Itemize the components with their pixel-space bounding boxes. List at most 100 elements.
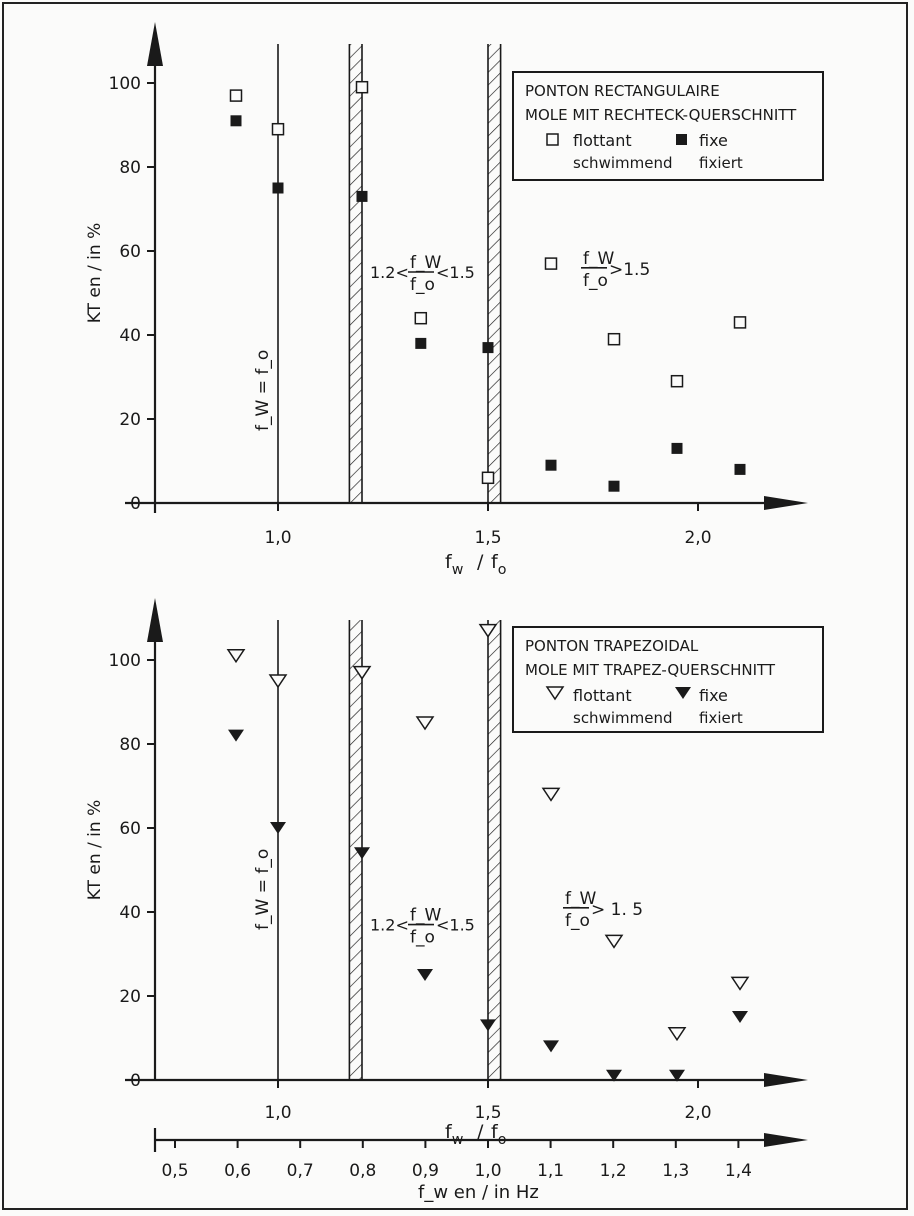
legend-open-label-2: schwimmend — [573, 709, 673, 727]
chart-panel-2: 0 20 40 60 80 100 1,0 1,5 2,0 KT en / in % / f_W = … — [85, 598, 824, 1143]
data-point-filled — [480, 1019, 496, 1032]
band-hatch-left — [349, 620, 362, 1080]
legend-filled-label-1: fixe — [699, 131, 728, 150]
legend-title-1: PONTON TRAPEZOIDAL — [525, 637, 699, 655]
data-point-filled — [606, 1069, 622, 1082]
x-tick-label: 2,0 — [684, 1103, 711, 1123]
legend-filled-label-2: fixiert — [699, 709, 743, 727]
data-point-filled — [608, 480, 620, 492]
data-point-open — [730, 976, 750, 991]
data-point-filled — [354, 847, 370, 860]
legend-filled-label-1: fixe — [699, 686, 728, 705]
high-label-right: > 1. 5 — [591, 900, 643, 920]
data-point-open — [541, 787, 561, 802]
high-label-num: f_W — [565, 889, 596, 909]
band-label-den: f_o — [410, 275, 435, 295]
data-point-open — [478, 623, 498, 638]
band-label-num: f_W — [410, 906, 441, 926]
high-label-den: f_o — [583, 271, 608, 291]
data-point-filled — [543, 1040, 559, 1053]
data-point-filled — [482, 342, 494, 354]
resonance-label: f_W = f_o — [253, 350, 273, 431]
x-axis-label-num: fw — [445, 1121, 464, 1148]
data-point-open — [352, 665, 372, 680]
data-point-open — [355, 80, 369, 94]
data-point-open — [667, 1027, 687, 1042]
data-point-filled — [417, 969, 433, 981]
hz-tick-label: 0,7 — [287, 1161, 314, 1181]
hz-axis-label: f_w en / in Hz — [418, 1182, 539, 1203]
high-label-right: >1.5 — [609, 260, 650, 280]
legend-title-1: PONTON RECTANGULAIRE — [525, 82, 720, 100]
data-point-filled — [669, 1069, 685, 1082]
x-tick-label: 1,5 — [474, 528, 501, 548]
y-tick-label: 80 — [119, 735, 141, 755]
y-tick-label: 20 — [119, 410, 141, 430]
hz-tick-label: 1,2 — [600, 1161, 627, 1181]
data-point-filled — [415, 337, 427, 349]
hz-tick-label: 1,4 — [725, 1161, 752, 1181]
y-tick-label: 60 — [119, 242, 141, 262]
legend-box — [512, 71, 824, 181]
x-tick-label: 1,5 — [474, 1103, 501, 1123]
legend-filled-marker — [676, 134, 687, 145]
data-point-filled — [228, 729, 244, 742]
x-axis-label-slash: / — [477, 1121, 484, 1143]
data-point-open — [544, 257, 558, 270]
data-point-open — [670, 374, 684, 388]
data-point-open — [414, 311, 428, 325]
data-point-filled — [671, 442, 683, 454]
legend-open-label-2: schwimmend — [573, 154, 673, 172]
y-tick-label: 80 — [119, 158, 141, 178]
band-label-left: 1.2< — [370, 916, 409, 935]
x-axis-arrow — [764, 496, 808, 510]
data-point-open — [481, 471, 495, 485]
hz-tick-label: 1,0 — [474, 1161, 501, 1181]
data-point-open — [226, 649, 246, 664]
legend-open-marker — [545, 686, 565, 701]
data-point-filled — [270, 822, 286, 834]
chart-panel-1: 0 20 40 60 80 100 1,0 1,5 2,0 KT en / in % / f_W = … — [85, 22, 824, 573]
band-label-num: f_W — [410, 253, 441, 273]
x-axis-label-den: fo — [491, 1121, 506, 1148]
band-hatch-right — [488, 44, 501, 503]
hz-tick-label: 0,8 — [349, 1161, 376, 1181]
hz-tick-label: 1,3 — [662, 1161, 689, 1181]
hz-axis-arrow — [764, 1133, 808, 1147]
data-point-open — [271, 122, 285, 136]
legend-open-label-1: flottant — [573, 131, 632, 150]
high-label-num: f_W — [583, 249, 614, 269]
y-axis-arrow — [147, 598, 163, 642]
y-axis-label: KT en / in % — [85, 800, 105, 900]
data-point-open — [268, 674, 288, 689]
x-tick-label: 1,0 — [264, 1103, 291, 1123]
x-tick-label: 2,0 — [684, 528, 711, 548]
data-point-open — [604, 934, 624, 949]
legend-title-2: MOLE MIT TRAPEZ-QUERSCHNITT — [525, 661, 776, 679]
legend-filled-label-2: fixiert — [699, 154, 743, 172]
data-point-filled — [230, 115, 242, 127]
y-tick-label: 20 — [119, 987, 141, 1007]
y-tick-label: 100 — [109, 651, 141, 671]
y-tick-label: 0 — [130, 1071, 141, 1091]
x-axis-label-num: fw — [445, 551, 464, 578]
data-point-open — [415, 716, 435, 731]
legend-box — [512, 626, 824, 733]
band-label-left: 1.2< — [370, 263, 409, 282]
y-axis-label: KT en / in % — [85, 223, 105, 323]
data-point-filled — [732, 1011, 748, 1023]
legend-open-marker — [546, 133, 559, 146]
y-tick-label: 40 — [119, 903, 141, 923]
y-tick-label: 0 — [130, 494, 141, 514]
x-axis-label-den: fo — [491, 551, 506, 578]
band-label-right: <1.5 — [436, 263, 475, 282]
data-point-open — [229, 89, 243, 102]
data-point-filled — [272, 182, 284, 194]
resonance-label: f_W = f_o — [253, 849, 273, 930]
band-label-right: <1.5 — [436, 916, 475, 935]
hz-tick-label: 0,9 — [412, 1161, 439, 1181]
data-point-open — [607, 332, 621, 346]
band-hatch-right — [488, 620, 501, 1080]
